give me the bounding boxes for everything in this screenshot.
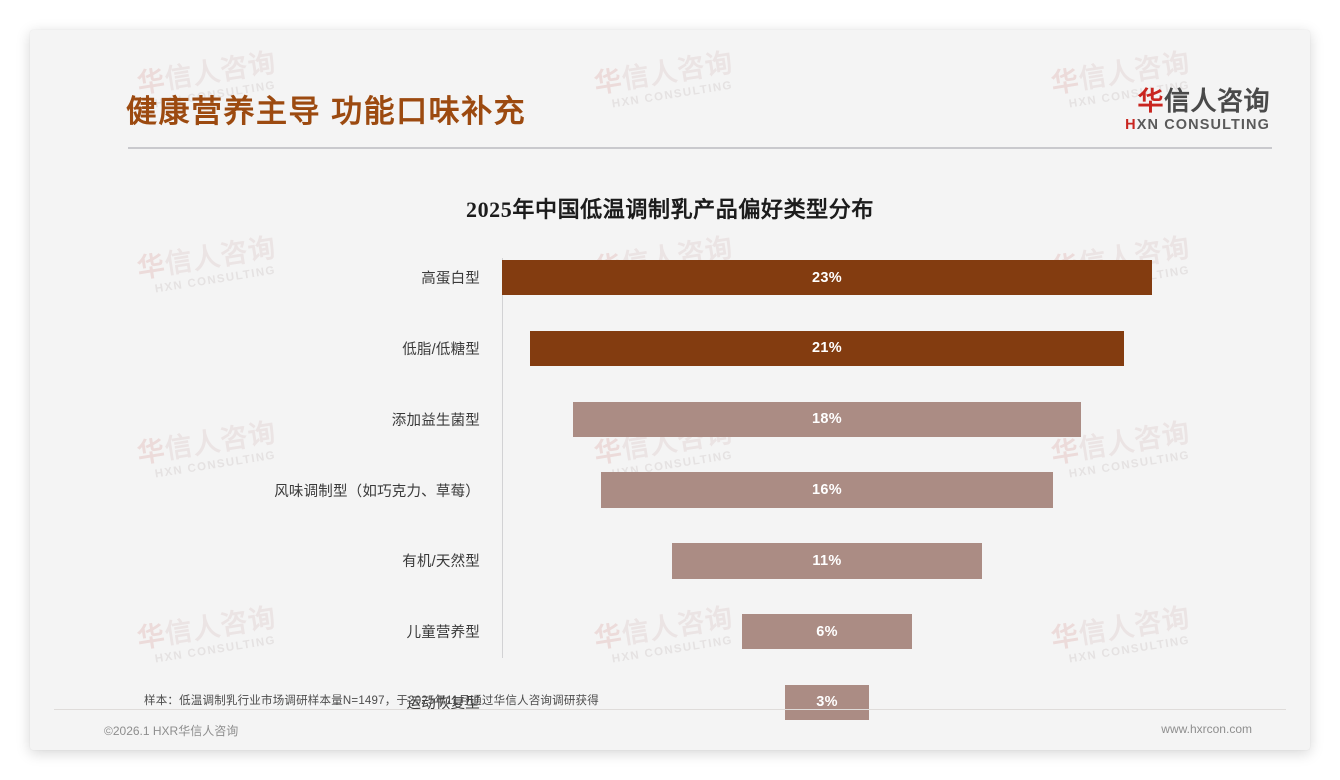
funnel-bar[interactable]: 11% — [671, 543, 983, 579]
funnel-bar[interactable]: 3% — [784, 684, 870, 721]
footer-divider — [54, 709, 1286, 710]
logo-en-rest: XN CONSULTING — [1136, 117, 1270, 134]
source-note: 样本：低温调制乳行业市场调研样本量N=1497，于2025年11月通过华信人咨询… — [144, 695, 599, 707]
funnel-bar[interactable]: 16% — [600, 472, 1054, 508]
bar-value-label: 16% — [812, 482, 842, 499]
brand-logo: 华信人咨询 HXN CONSULTING — [1120, 86, 1270, 133]
chart-container: 2025年中国低温调制乳产品偏好类型分布 高蛋白型 23% 低脂/低糖型 21% 添加益… — [30, 160, 1310, 721]
funnel-bar[interactable]: 18% — [572, 401, 1082, 437]
funnel-bar-row: 有机/天然型 11% — [100, 543, 1230, 579]
funnel-bar-row: 添加益生菌型 18% — [100, 401, 1230, 437]
logo-hua-char: 华 — [1137, 86, 1164, 116]
slide-canvas: 华信人咨询 HXN CONSULTING 华信人咨询 HXN CONSULTING 华信… — [30, 30, 1310, 750]
funnel-bar[interactable]: 23% — [502, 260, 1152, 296]
bar-category-label: 风味调制型（如巧克力、草莓） — [274, 483, 480, 500]
slide-header: 健康营养主导 功能口味补充 华信人咨询 HXN CONSULTING — [30, 30, 1310, 154]
logo-chinese-text: 华信人咨询 — [1120, 86, 1270, 116]
funnel-bar[interactable]: 21% — [530, 330, 1124, 367]
bar-category-label: 添加益生菌型 — [391, 412, 480, 429]
bar-category-label: 有机/天然型 — [402, 554, 480, 571]
bar-value-label: 21% — [812, 340, 842, 357]
funnel-bar-row: 儿童营养型 6% — [100, 614, 1230, 650]
slide-footer: ©2026.1 HXR华信人咨询 www.hxrcon.com — [30, 712, 1310, 750]
page-title: 健康营养主导 功能口味补充 — [126, 94, 527, 129]
bar-value-label: 11% — [812, 552, 842, 569]
logo-english-text: HXN CONSULTING — [1120, 117, 1270, 133]
bar-category-label: 儿童营养型 — [406, 625, 480, 642]
funnel-bar-row: 高蛋白型 23% — [100, 260, 1230, 296]
category-axis-line — [502, 258, 503, 658]
funnel-bar-row: 低脂/低糖型 21% — [100, 330, 1230, 367]
funnel-bar[interactable]: 6% — [742, 614, 912, 650]
bar-category-label: 低脂/低糖型 — [402, 341, 480, 358]
funnel-bar-row: 运动恢复型 3% — [100, 684, 1230, 721]
logo-h-char: H — [1125, 117, 1137, 134]
bar-value-label: 3% — [816, 694, 838, 711]
bar-value-label: 18% — [812, 411, 842, 428]
bar-category-label: 运动恢复型 — [406, 695, 480, 712]
logo-cn-rest: 信人咨询 — [1163, 86, 1270, 116]
bar-category-label: 高蛋白型 — [421, 271, 480, 288]
website-text: www.hxrcon.com — [1161, 722, 1252, 736]
funnel-bar-row: 风味调制型（如巧克力、草莓） 16% — [100, 472, 1230, 508]
bar-value-label: 23% — [812, 269, 842, 286]
funnel-bar-plot: 高蛋白型 23% 低脂/低糖型 21% 添加益生菌型 18% 风味调制型（如巧克力、草莓） 1… — [100, 258, 1230, 721]
bar-value-label: 6% — [816, 623, 838, 640]
chart-title: 2025年中国低温调制乳产品偏好类型分布 — [465, 197, 874, 222]
header-divider — [128, 147, 1272, 149]
copyright-text: ©2026.1 HXR华信人咨询 — [104, 724, 239, 738]
